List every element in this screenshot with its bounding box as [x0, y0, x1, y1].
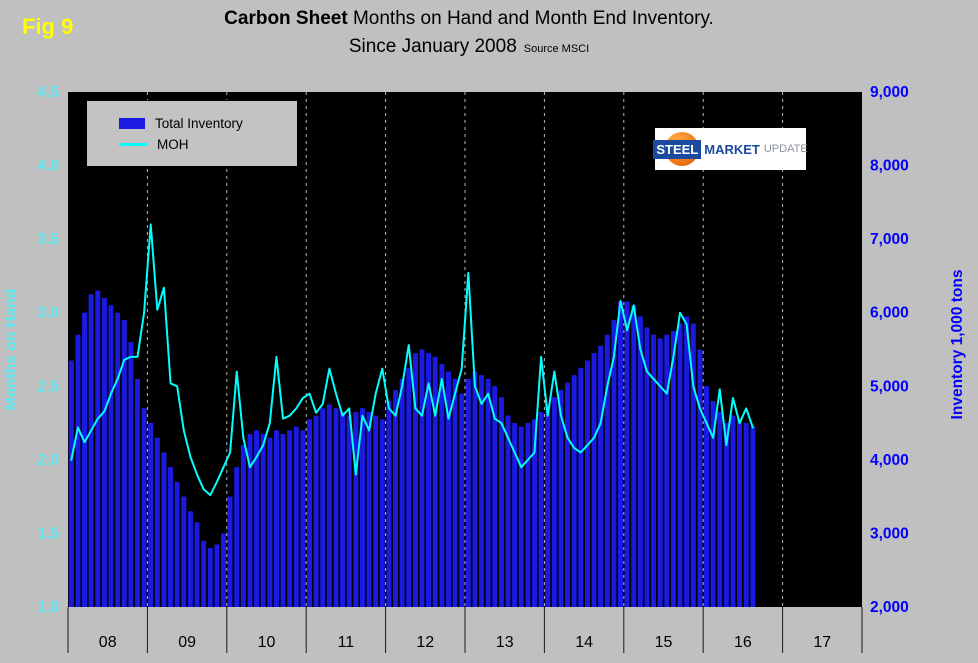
svg-text:5,000: 5,000	[870, 378, 909, 395]
title-rest: Months on Hand and Month End Inventory.	[347, 8, 714, 29]
moh-line	[70, 223, 754, 497]
svg-text:16: 16	[734, 634, 752, 651]
inventory-bar-swatch	[119, 117, 145, 129]
svg-text:8,000: 8,000	[870, 158, 909, 175]
svg-text:2,000: 2,000	[870, 599, 909, 616]
svg-text:2.5: 2.5	[37, 378, 59, 395]
x-axis-ticks	[67, 607, 863, 653]
right-axis-ticks: 2,000 3,000 4,000 5,000 6,000 7,000 8,000 9,000	[870, 84, 909, 616]
logo-word-steel: STEEL	[653, 139, 702, 159]
svg-text:3.0: 3.0	[37, 305, 59, 322]
svg-text:15: 15	[655, 634, 673, 651]
title-line-2: Since January 2008 Source MSCI	[0, 36, 938, 58]
legend-item-moh: MOH	[119, 136, 287, 152]
svg-text:17: 17	[813, 634, 831, 651]
legend-label-moh: MOH	[157, 136, 189, 152]
legend-label-inventory: Total Inventory	[155, 115, 243, 131]
moh-line-swatch	[119, 142, 147, 146]
logo-word-market: MARKET	[704, 141, 760, 157]
svg-text:1.5: 1.5	[37, 525, 59, 542]
svg-text:11: 11	[338, 634, 355, 651]
svg-text:14: 14	[575, 634, 593, 651]
svg-text:2.0: 2.0	[37, 452, 59, 469]
svg-text:4.0: 4.0	[37, 158, 59, 175]
legend-item-inventory: Total Inventory	[119, 115, 287, 131]
svg-text:9,000: 9,000	[870, 84, 909, 101]
svg-text:7,000: 7,000	[870, 231, 909, 248]
svg-text:12: 12	[416, 634, 434, 651]
legend: Total Inventory MOH	[86, 100, 298, 167]
svg-text:08: 08	[99, 634, 117, 651]
logo-word-update: UPDATE	[763, 143, 808, 155]
svg-text:10: 10	[258, 634, 276, 651]
svg-text:3,000: 3,000	[870, 525, 909, 542]
figure-number: Fig 9	[22, 14, 74, 39]
left-axis-ticks: 1.0 1.5 2.0 2.5 3.0 3.5 4.0 4.5	[37, 84, 59, 616]
svg-text:09: 09	[178, 634, 196, 651]
svg-text:1.0: 1.0	[37, 599, 59, 616]
title-product: Carbon Sheet	[224, 8, 348, 29]
svg-text:4,000: 4,000	[870, 452, 909, 469]
svg-text:3.5: 3.5	[37, 231, 59, 248]
source-note: Source MSCI	[523, 43, 590, 55]
svg-text:6,000: 6,000	[870, 305, 909, 322]
x-axis-labels: 08 09 10 11 12 13 14 15 16 17	[99, 634, 831, 651]
title-line-1: Carbon Sheet Months on Hand and Month En…	[0, 8, 938, 30]
left-axis-title: Months on Hand	[3, 289, 20, 410]
subtitle: Since January 2008	[348, 36, 517, 57]
chart-title: Carbon Sheet Months on Hand and Month En…	[0, 8, 938, 58]
smu-logo: STEEL MARKET UPDATE	[653, 128, 808, 170]
svg-text:4.5: 4.5	[37, 84, 59, 101]
year-gridlines	[146, 92, 784, 607]
right-axis-title: Inventory 1,000 tons	[949, 270, 966, 420]
logo-text: STEEL MARKET UPDATE	[653, 139, 808, 159]
inventory-bars-top	[68, 290, 756, 607]
svg-text:13: 13	[496, 634, 514, 651]
